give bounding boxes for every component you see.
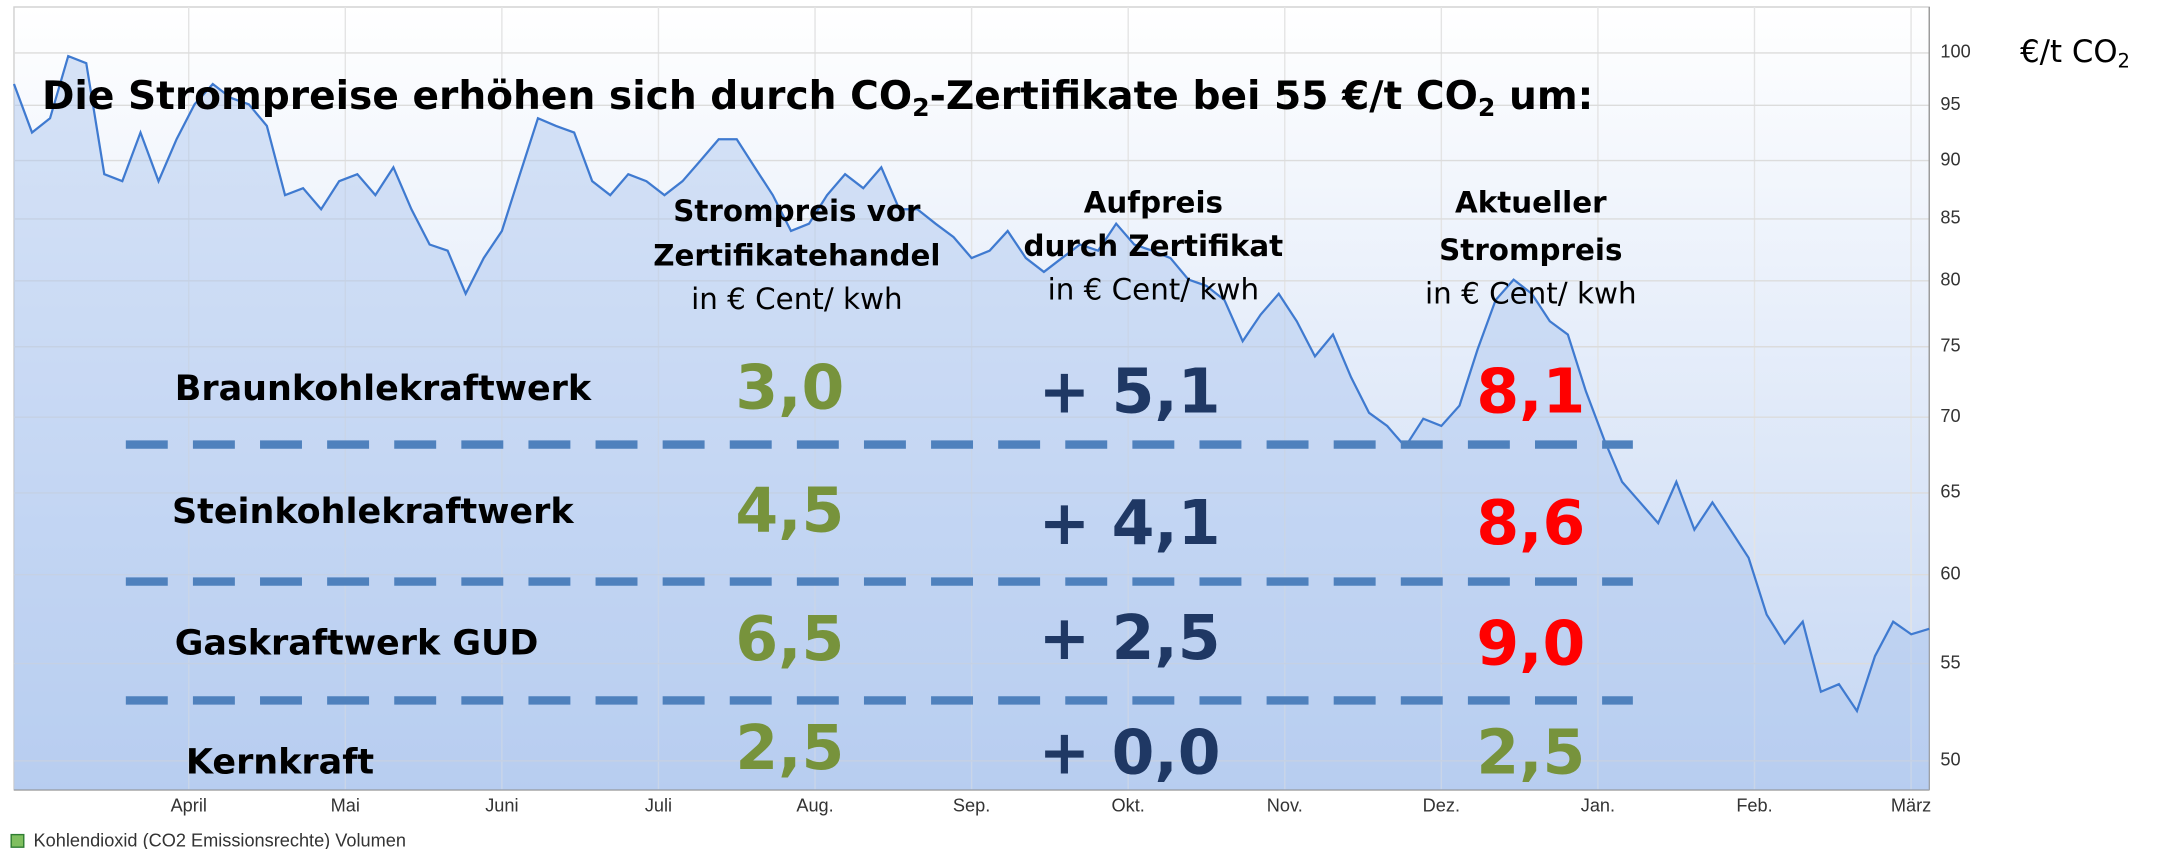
x-tick-label: Jan.	[1581, 795, 1615, 815]
column-unit: in € Cent/ kwh	[1425, 276, 1637, 310]
title-part: Die Strompreise erhöhen sich durch CO	[42, 73, 912, 118]
table-cell: 8,1	[1476, 356, 1585, 428]
title-part: um:	[1495, 73, 1593, 118]
area	[13, 56, 1930, 790]
x-tick-label: Mai	[331, 795, 360, 815]
column-header: Strompreis vor	[673, 194, 921, 228]
table-cell: + 5,1	[1039, 356, 1221, 428]
row-label: Gaskraftwerk GUD	[175, 623, 539, 663]
column-header: Aufpreis	[1084, 186, 1223, 220]
x-tick-label: April	[171, 795, 207, 815]
y-axis-unit: €/t CO2	[2020, 34, 2130, 72]
y-tick-label: 100	[1940, 42, 1970, 62]
y-tick-label: 85	[1940, 208, 1960, 228]
column-unit: in € Cent/ kwh	[691, 282, 903, 316]
x-tick-label: Feb.	[1736, 795, 1772, 815]
legend-swatch	[10, 833, 25, 848]
line	[12, 54, 1930, 714]
y-tick-label: 55	[1940, 652, 1960, 672]
y-tick-label: 70	[1940, 406, 1960, 426]
table-cell: + 0,0	[1039, 716, 1221, 788]
x-tick-label: Sep.	[953, 795, 990, 815]
title-part: -Zertifikate bei 55 €/t CO	[930, 73, 1478, 118]
table-cell: 6,5	[735, 603, 844, 675]
x-tick-label: Okt.	[1112, 795, 1145, 815]
column-header: Zertifikatehandel	[653, 239, 940, 273]
title-part: 2	[1478, 93, 1496, 122]
table-cell: 2,5	[735, 712, 844, 784]
legend-label: Kohlendioxid (CO2 Emissionsrechte) Volum…	[34, 830, 406, 849]
y-tick-label: 95	[1940, 94, 1960, 114]
x-tick-label: März	[1891, 795, 1931, 815]
unit-part: €/t CO	[2020, 34, 2117, 70]
x-tick-label: Juli	[645, 795, 672, 815]
y-tick-label: 80	[1940, 270, 1960, 290]
column-header: Strompreis	[1439, 233, 1622, 267]
y-tick-label: 65	[1940, 482, 1960, 502]
title-part: 2	[912, 93, 930, 122]
column-unit: in € Cent/ kwh	[1048, 272, 1260, 306]
x-tick-label: Dez.	[1423, 795, 1460, 815]
table-cell: 2,5	[1476, 716, 1585, 788]
unit-part: 2	[2118, 49, 2130, 72]
y-tick-label: 60	[1940, 563, 1960, 583]
chart-title: Die Strompreise erhöhen sich durch CO2-Z…	[42, 73, 1593, 122]
table-cell: 8,6	[1476, 487, 1585, 559]
x-tick-label: Nov.	[1267, 795, 1303, 815]
row-label: Steinkohlekraftwerk	[172, 492, 574, 532]
row-label: Kernkraft	[186, 742, 374, 782]
column-header: durch Zertifikat	[1023, 229, 1283, 263]
chart-body: April Mai Juni Juli Aug. Sep. Okt. Nov. Dez. Jan.…	[10, 6, 2130, 849]
table-cell: + 2,5	[1039, 602, 1221, 674]
table-cell: 9,0	[1476, 607, 1585, 679]
table-cell: 4,5	[735, 475, 844, 547]
y-tick-label: 50	[1940, 750, 1960, 770]
column-header: Aktueller	[1455, 186, 1607, 220]
table-cell: + 4,1	[1039, 487, 1221, 559]
x-tick-label: Aug.	[796, 795, 833, 815]
row-label: Braunkohlekraftwerk	[175, 369, 592, 409]
table-cell: 3,0	[735, 352, 844, 424]
y-tick-label: 75	[1940, 336, 1960, 356]
y-tick-label: 90	[1940, 149, 1960, 169]
x-tick-label: Juni	[485, 795, 518, 815]
